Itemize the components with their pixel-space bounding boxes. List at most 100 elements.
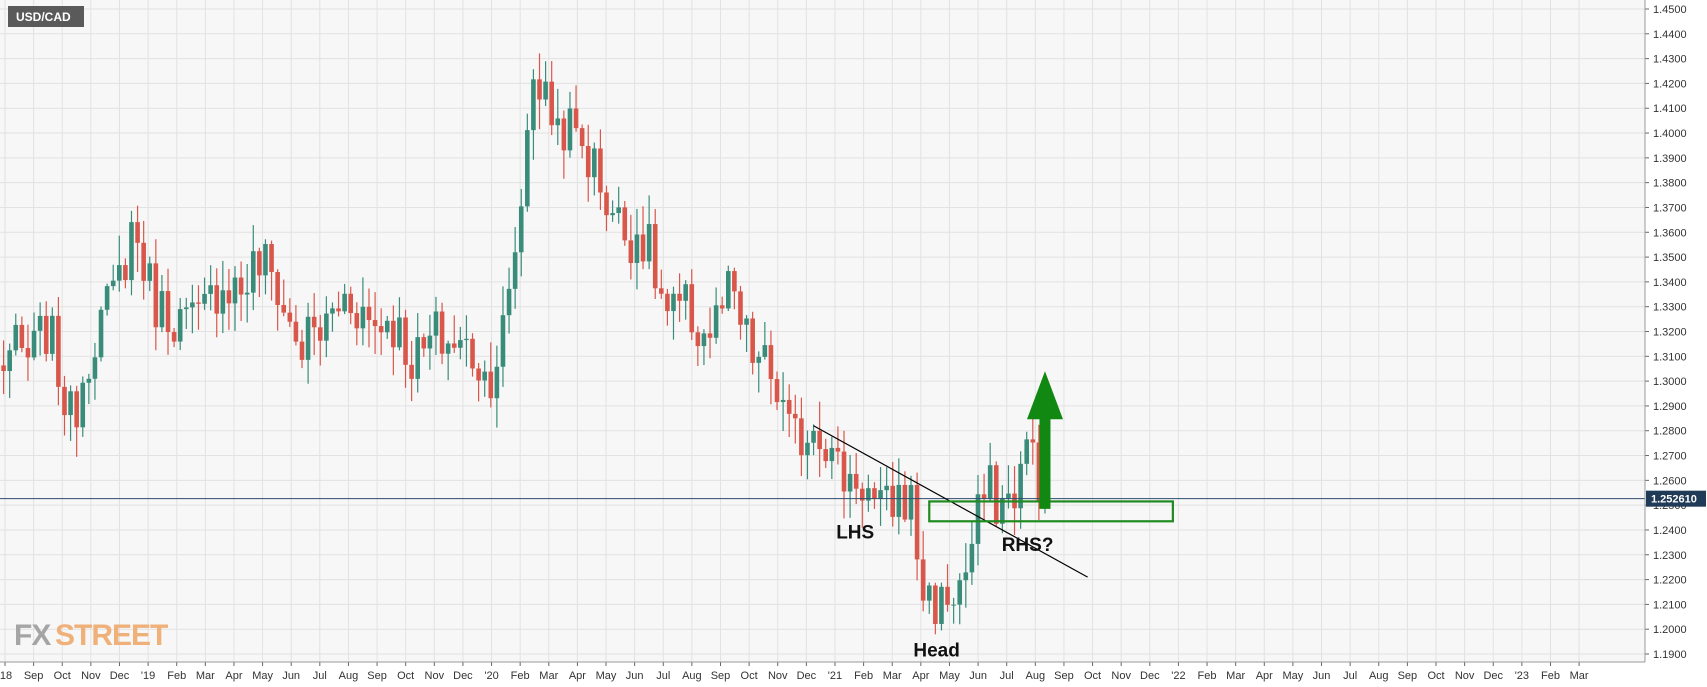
candle bbox=[354, 302, 360, 346]
x-tick-label: Dec bbox=[110, 670, 130, 682]
candle bbox=[384, 315, 390, 339]
candle bbox=[74, 385, 79, 457]
candle bbox=[634, 208, 640, 290]
candle bbox=[305, 302, 311, 384]
candle bbox=[415, 313, 421, 393]
candle bbox=[482, 360, 487, 397]
candle bbox=[933, 582, 938, 635]
support-zone-box bbox=[928, 500, 1174, 523]
candle bbox=[719, 296, 725, 314]
x-tick-label: Feb bbox=[167, 670, 186, 682]
x-tick-label: Jul bbox=[656, 670, 670, 682]
x-tick-label: Jun bbox=[969, 670, 987, 682]
candle bbox=[62, 375, 67, 436]
candle bbox=[683, 280, 688, 320]
x-tick-label: May bbox=[1283, 670, 1304, 682]
candle bbox=[244, 264, 250, 323]
current-price-label: 1.252610 bbox=[1651, 494, 1697, 506]
candle bbox=[610, 200, 615, 222]
candle bbox=[671, 286, 676, 340]
candle bbox=[774, 371, 780, 411]
x-tick-label: May bbox=[939, 670, 960, 682]
candle bbox=[920, 531, 926, 612]
candle bbox=[969, 521, 975, 585]
candle bbox=[872, 482, 877, 509]
candle bbox=[890, 461, 896, 527]
candle bbox=[762, 322, 768, 360]
y-tick-label: 1.3500 bbox=[1653, 252, 1687, 264]
logo-street: STREET bbox=[55, 619, 168, 652]
x-tick-label: Sep bbox=[711, 670, 731, 682]
candle bbox=[214, 268, 220, 338]
y-tick-label: 1.3200 bbox=[1653, 327, 1687, 339]
x-tick-label: Jun bbox=[626, 670, 644, 682]
candle bbox=[50, 307, 55, 361]
x-tick-label: '19 bbox=[141, 670, 155, 682]
candle bbox=[397, 297, 402, 351]
x-tick-label: Mar bbox=[1226, 670, 1245, 682]
candle bbox=[555, 88, 561, 146]
candle bbox=[896, 458, 902, 535]
x-tick-label: Apr bbox=[912, 670, 929, 682]
candle bbox=[464, 315, 469, 367]
head-label: Head bbox=[913, 640, 959, 661]
candle bbox=[689, 269, 695, 341]
candle bbox=[25, 324, 31, 381]
candle bbox=[646, 195, 652, 270]
symbol-badge: USD/CAD bbox=[8, 6, 84, 27]
candle bbox=[348, 286, 354, 325]
candle bbox=[726, 265, 731, 312]
candle bbox=[981, 473, 987, 520]
y-tick-label: 1.2900 bbox=[1653, 401, 1687, 413]
x-tick-label: Mar bbox=[196, 670, 215, 682]
x-tick-label: Mar bbox=[1570, 670, 1589, 682]
x-tick-label: Dec bbox=[1483, 670, 1503, 682]
y-tick-label: 1.4000 bbox=[1653, 128, 1687, 140]
candle bbox=[269, 240, 274, 301]
y-tick-label: 1.2700 bbox=[1653, 451, 1687, 463]
candle bbox=[68, 385, 73, 441]
candle bbox=[1018, 451, 1023, 529]
candle bbox=[202, 277, 207, 310]
candle bbox=[56, 297, 61, 406]
x-tick-label: Mar bbox=[883, 670, 902, 682]
y-tick-label: 1.3900 bbox=[1653, 153, 1687, 165]
x-tick-label: Feb bbox=[1541, 670, 1560, 682]
candles bbox=[1, 53, 1048, 635]
candle bbox=[987, 442, 993, 502]
candle bbox=[293, 305, 299, 346]
candle bbox=[80, 376, 86, 437]
y-tick-label: 1.3700 bbox=[1653, 202, 1687, 214]
rhs-label: RHS? bbox=[1002, 535, 1054, 556]
candle bbox=[805, 430, 810, 480]
x-tick-label: Dec bbox=[797, 670, 817, 682]
x-tick-label: Feb bbox=[511, 670, 530, 682]
x-tick-label: Sep bbox=[24, 670, 44, 682]
x-tick-label: Aug bbox=[1026, 670, 1046, 682]
x-tick-label: '20 bbox=[484, 670, 498, 682]
candle bbox=[732, 267, 737, 310]
candle bbox=[391, 305, 396, 376]
y-tick-label: 1.1900 bbox=[1653, 649, 1687, 661]
candle bbox=[342, 283, 347, 315]
candle bbox=[738, 285, 743, 340]
overlays bbox=[0, 371, 1645, 578]
y-tick-label: 1.2100 bbox=[1653, 599, 1687, 611]
candle bbox=[494, 345, 500, 428]
candle bbox=[31, 312, 37, 361]
candle bbox=[531, 69, 536, 160]
x-tick-label: Sep bbox=[367, 670, 387, 682]
candle bbox=[110, 264, 116, 291]
candle bbox=[780, 372, 786, 431]
x-tick-label: Nov bbox=[1111, 670, 1131, 682]
y-tick-label: 1.4500 bbox=[1653, 4, 1687, 16]
candle bbox=[123, 258, 128, 289]
candle bbox=[799, 397, 804, 477]
candle bbox=[561, 110, 567, 179]
y-tick-label: 1.4400 bbox=[1653, 29, 1687, 41]
candle bbox=[1000, 485, 1005, 534]
candle bbox=[147, 256, 153, 292]
candle bbox=[336, 291, 341, 317]
